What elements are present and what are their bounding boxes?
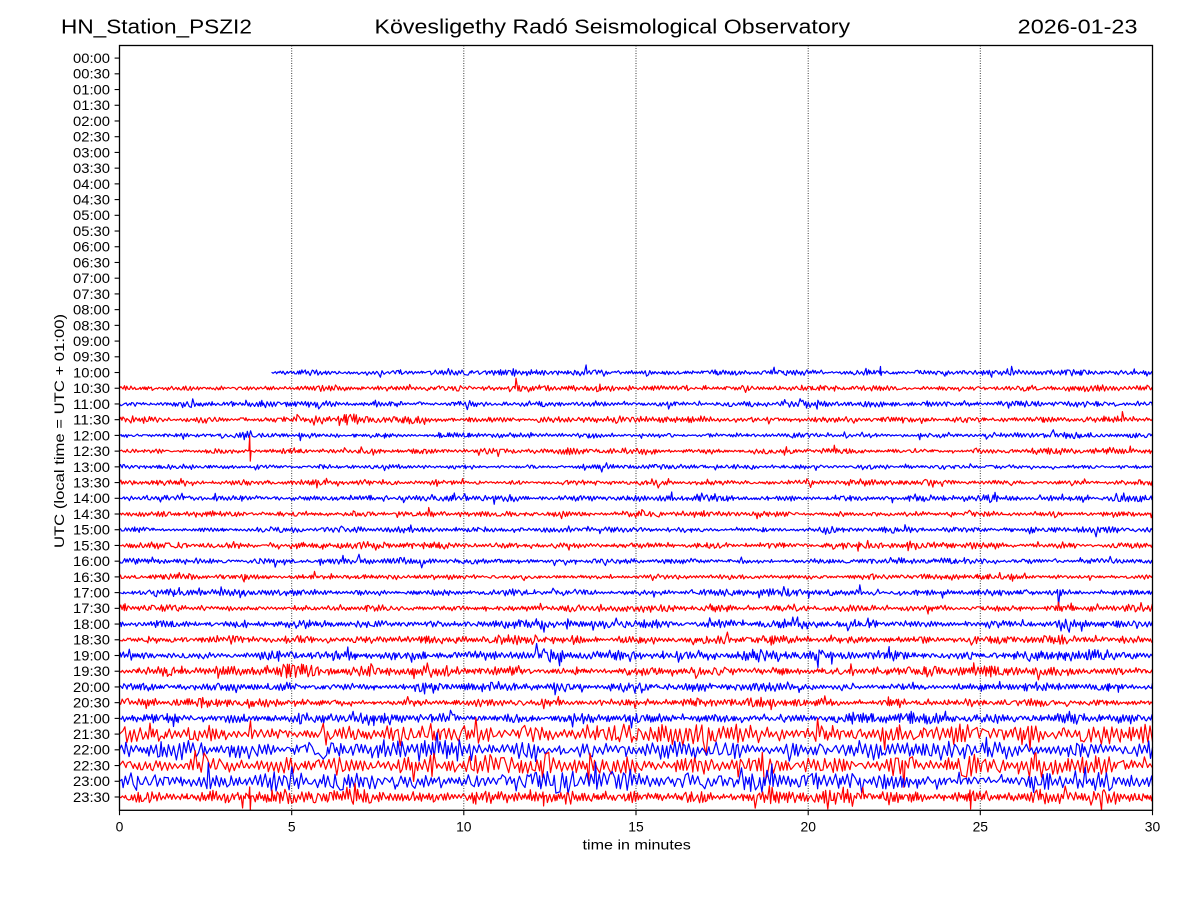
svg-text:2026-01-23: 2026-01-23 (1018, 16, 1138, 39)
svg-text:18:00: 18:00 (73, 616, 110, 632)
svg-text:02:00: 02:00 (73, 113, 110, 129)
svg-text:13:30: 13:30 (73, 474, 110, 490)
svg-text:22:30: 22:30 (73, 757, 110, 773)
svg-text:16:00: 16:00 (73, 553, 110, 569)
svg-text:time in minutes: time in minutes (583, 837, 691, 853)
svg-text:21:30: 21:30 (73, 726, 110, 742)
svg-text:12:00: 12:00 (73, 427, 110, 443)
svg-text:20:00: 20:00 (73, 679, 110, 695)
svg-text:15: 15 (628, 819, 644, 835)
svg-text:10:30: 10:30 (73, 380, 110, 396)
svg-text:05:30: 05:30 (73, 223, 110, 239)
svg-text:30: 30 (1145, 819, 1161, 835)
svg-text:14:30: 14:30 (73, 506, 110, 522)
svg-text:15:30: 15:30 (73, 537, 110, 553)
svg-text:06:30: 06:30 (73, 254, 110, 270)
svg-text:04:00: 04:00 (73, 176, 110, 192)
svg-text:23:30: 23:30 (73, 789, 110, 805)
svg-text:11:30: 11:30 (73, 412, 110, 428)
svg-text:08:00: 08:00 (73, 302, 110, 318)
svg-text:17:00: 17:00 (73, 585, 110, 601)
svg-text:13:00: 13:00 (73, 459, 110, 475)
svg-text:07:00: 07:00 (73, 270, 110, 286)
svg-text:11:00: 11:00 (73, 396, 110, 412)
svg-text:00:30: 00:30 (73, 66, 110, 82)
svg-text:HN_Station_PSZI2: HN_Station_PSZI2 (61, 16, 252, 39)
svg-text:01:30: 01:30 (73, 97, 110, 113)
svg-text:02:30: 02:30 (73, 129, 110, 145)
svg-text:20: 20 (800, 819, 816, 835)
svg-text:10:00: 10:00 (73, 364, 110, 380)
svg-text:0: 0 (116, 819, 124, 835)
svg-text:05:00: 05:00 (73, 207, 110, 223)
svg-text:16:30: 16:30 (73, 569, 110, 585)
svg-text:03:00: 03:00 (73, 144, 110, 160)
svg-text:09:00: 09:00 (73, 333, 110, 349)
svg-text:01:00: 01:00 (73, 81, 110, 97)
svg-text:25: 25 (973, 819, 989, 835)
svg-text:06:00: 06:00 (73, 239, 110, 255)
svg-text:19:00: 19:00 (73, 647, 110, 663)
svg-text:20:30: 20:30 (73, 695, 110, 711)
svg-text:15:00: 15:00 (73, 522, 110, 538)
svg-text:21:00: 21:00 (73, 710, 110, 726)
svg-text:03:30: 03:30 (73, 160, 110, 176)
svg-text:14:00: 14:00 (73, 490, 110, 506)
svg-text:23:00: 23:00 (73, 773, 110, 789)
svg-text:07:30: 07:30 (73, 286, 110, 302)
svg-text:04:30: 04:30 (73, 191, 110, 207)
svg-text:17:30: 17:30 (73, 600, 110, 616)
svg-text:10: 10 (456, 819, 472, 835)
svg-text:22:00: 22:00 (73, 742, 110, 758)
svg-text:19:30: 19:30 (73, 663, 110, 679)
svg-text:Kövesligethy Radó Seismologica: Kövesligethy Radó Seismological Observat… (375, 16, 851, 39)
svg-text:5: 5 (288, 819, 296, 835)
svg-text:08:30: 08:30 (73, 317, 110, 333)
svg-text:18:30: 18:30 (73, 632, 110, 648)
svg-text:UTC (local time = UTC + 01:00): UTC (local time = UTC + 01:00) (51, 314, 67, 548)
svg-text:09:30: 09:30 (73, 349, 110, 365)
svg-text:12:30: 12:30 (73, 443, 110, 459)
svg-text:00:00: 00:00 (73, 50, 110, 66)
